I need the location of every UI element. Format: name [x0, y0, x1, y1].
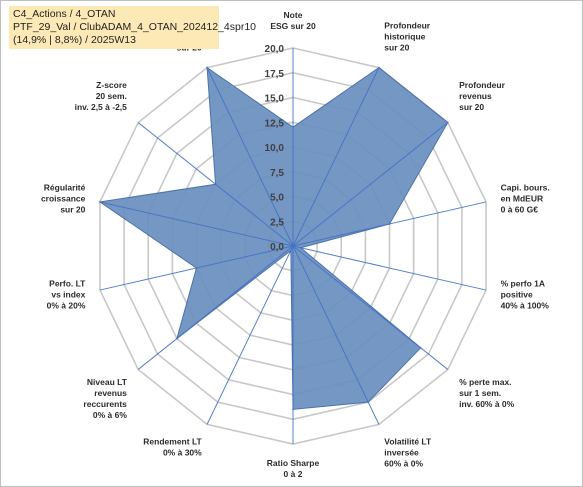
- axis-label: Note ESG sur 20: [270, 10, 316, 31]
- tick-label: 7,5: [270, 168, 284, 179]
- tick-label: 15,0: [265, 94, 285, 105]
- radar-spoke: [137, 122, 294, 247]
- tick-label: 2,5: [270, 217, 284, 228]
- tick-label: 20,0: [265, 44, 285, 55]
- radar-spoke: [99, 245, 294, 291]
- axis-label: Profondeur historique sur 20: [384, 20, 430, 52]
- title-line-1: C4_Actions / 4_OTAN: [13, 8, 116, 20]
- radar-spoke: [292, 67, 380, 247]
- axis-label: Profondeur revenus sur 20: [459, 80, 505, 112]
- radar-spoke: [292, 122, 449, 247]
- radar-spoke: [99, 201, 294, 247]
- radar-tick-labels: 0,0 2,5 5,0 7,5 10,0 12,5 15,0 17,5 20,0: [265, 44, 285, 253]
- radar-spoke: [137, 245, 294, 370]
- tick-label: 5,0: [270, 193, 284, 204]
- radar-spoke: [206, 67, 294, 247]
- radar-spoke: [206, 245, 294, 425]
- radar-spoke: [292, 245, 380, 425]
- tick-label: 10,0: [265, 143, 285, 154]
- axis-label: Z-score 20 sem. inv. 2,5 à -2,5: [75, 80, 128, 112]
- tick-label: 12,5: [265, 118, 285, 129]
- radar-spoke: [292, 245, 449, 370]
- radar-spoke: [292, 201, 487, 247]
- radar-spokes: [99, 48, 487, 444]
- radar-spoke: [292, 245, 487, 291]
- axis-label: % perfo 1A positive 40% à 100%: [501, 278, 550, 310]
- title-line-3: (14,9% | 8,8%) / 2025W13: [13, 34, 136, 46]
- axis-label: % perte max. sur 1 sem. inv. 60% à 0%: [459, 377, 515, 409]
- axis-label: Volatilité LT inversée 60% à 0%: [384, 437, 432, 469]
- chart-title-box: C4_Actions / 4_OTAN PTF_29_Val / ClubADA…: [9, 6, 256, 49]
- tick-label: 0,0: [270, 242, 284, 253]
- axis-label: Capi. bours. en MdEUR 0 à 60 G€: [501, 183, 550, 215]
- title-line-2: PTF_29_Val / ClubADAM_4_OTAN_202412_4spr…: [13, 21, 256, 33]
- axis-label: Niveau LT revenus reccurents 0% à 6%: [83, 377, 127, 420]
- axis-label: Perfo. LT vs index 0% à 20%: [47, 278, 87, 310]
- tick-label: 17,5: [265, 69, 285, 80]
- axis-label: Rendement LT 0% à 30%: [143, 437, 202, 458]
- axis-label: Ratio Sharpe 0 à 2: [267, 458, 320, 479]
- axis-label: Régularité croissance sur 20: [41, 183, 86, 215]
